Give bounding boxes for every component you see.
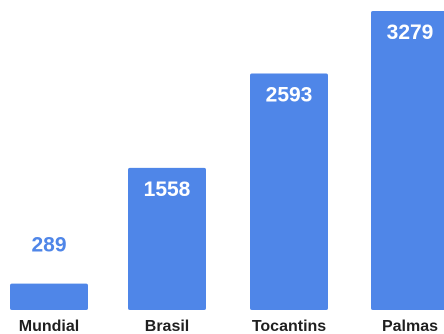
value-label-brasil: 1558 [144,178,191,201]
value-label-palmas: 3279 [387,21,434,44]
category-label-palmas: Palmas [382,318,438,334]
bars-layer [10,11,444,310]
category-label-mundial: Mundial [19,318,79,334]
category-label-tocantins: Tocantins [252,318,326,334]
bar-mundial [10,283,88,310]
bar-tocantins [250,73,328,310]
category-label-brasil: Brasil [145,318,189,334]
value-label-tocantins: 2593 [266,84,313,107]
value-label-mundial: 289 [31,234,66,257]
bar-brasil [128,167,206,310]
category-labels-layer: Mundial Brasil Tocantins Palmas [19,318,438,334]
bar-palmas [371,11,444,310]
value-labels-layer: 289 1558 2593 3279 [31,21,433,257]
